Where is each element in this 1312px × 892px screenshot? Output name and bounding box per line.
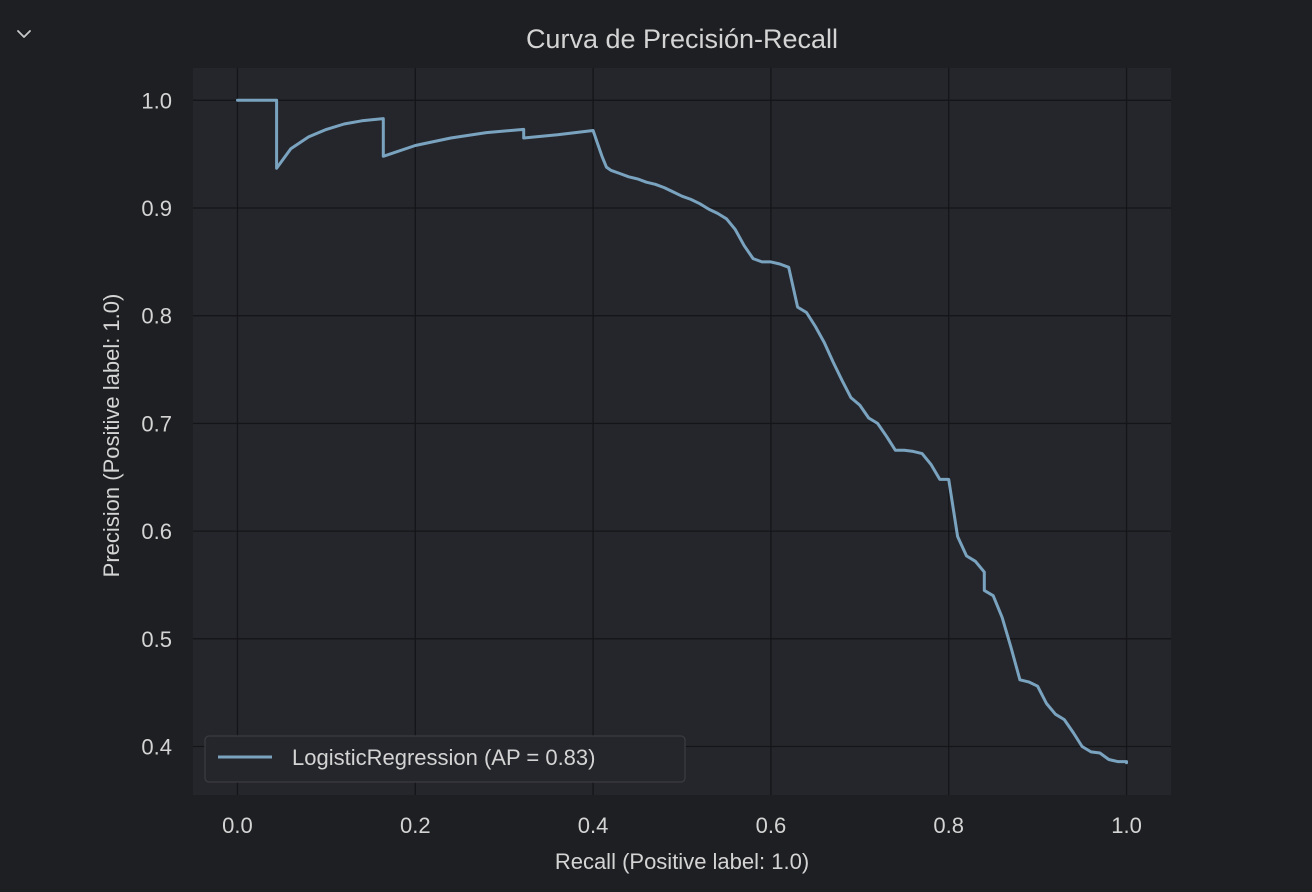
x-tick-label: 1.0: [1111, 813, 1142, 838]
legend-box: [204, 735, 686, 783]
y-tick-label: 0.9: [141, 196, 172, 221]
series-line: [236, 98, 1128, 765]
grid-lines: [193, 68, 1171, 795]
series-layer: [236, 98, 1128, 765]
plot-area: [193, 68, 1171, 795]
y-axis-title: Precision (Positive label: 1.0): [99, 294, 124, 578]
x-tick-label: 0.2: [400, 813, 431, 838]
x-tick-label: 0.8: [933, 813, 964, 838]
chevron-down-icon[interactable]: [12, 22, 36, 46]
y-tick-labels: 0.4 0.5 0.6 0.7 0.8 0.9 1.0: [141, 88, 172, 759]
y-tick-label: 1.0: [141, 88, 172, 113]
y-tick-label: 0.7: [141, 411, 172, 436]
y-tick-label: 0.5: [141, 627, 172, 652]
y-tick-label: 0.4: [141, 735, 172, 760]
legend-label: LogisticRegression (AP = 0.83): [292, 745, 595, 770]
x-tick-label: 0.4: [578, 813, 609, 838]
x-tick-label: 0.6: [756, 813, 787, 838]
x-tick-labels: 0.0 0.2 0.4 0.6 0.8 1.0: [222, 813, 1142, 838]
y-tick-label: 0.8: [141, 304, 172, 329]
chart-title: Curva de Precisión-Recall: [526, 24, 838, 54]
y-tick-label: 0.6: [141, 519, 172, 544]
legend: LogisticRegression (AP = 0.83): [204, 735, 686, 783]
x-tick-label: 0.0: [222, 813, 253, 838]
x-axis-title: Recall (Positive label: 1.0): [555, 849, 809, 874]
